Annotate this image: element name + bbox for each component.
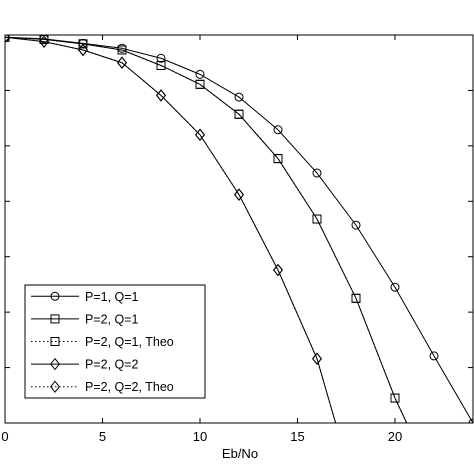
series-line [5,36,337,423]
legend-label: P=2, Q=1 [85,312,139,326]
data-point [234,92,244,102]
legend: P=1, Q=1 P=2, Q=1 P=2, Q=1, Theo P=2, Q=2 P=… [24,284,206,399]
data-point [78,39,88,49]
legend-marker [50,314,60,324]
x-tick-label: 10 [193,429,207,444]
data-point [312,168,322,178]
legend-marker [50,337,60,346]
data-point [273,125,283,135]
data-point [273,263,283,277]
plot-frame [4,34,474,424]
data-point [39,35,49,48]
data-point [351,293,361,303]
data-point [156,60,166,70]
data-point [234,188,244,201]
x-axis-title: Eb/No [222,446,258,461]
data-point [117,56,127,69]
legend-label: P=2, Q=1, Theo [85,335,174,349]
data-point [429,351,439,361]
data-point [312,352,322,365]
x-tick-label: 20 [388,429,402,444]
data-point [156,89,166,102]
data-point [195,79,205,89]
data-point [195,69,205,79]
legend-marker [50,291,60,301]
data-point [234,109,244,119]
x-tick-label: 0 [1,429,8,444]
legend-marker [50,357,60,371]
series-layer [5,35,473,423]
legend-label: P=2, Q=2, Theo [85,380,174,394]
data-point [312,214,322,224]
legend-marker [50,380,60,393]
data-point [78,43,88,57]
data-point [39,35,49,44]
data-point [390,393,400,403]
x-tick-label: 5 [99,429,106,444]
series [5,35,337,423]
data-point [390,282,400,292]
data-point [351,220,361,230]
series-line [5,36,408,423]
data-point [195,128,205,141]
data-point [117,45,127,55]
data-point [5,35,10,44]
series-line [5,36,473,423]
axis-ticks: 0 5 10 15 20 [1,34,473,444]
data-point [156,53,166,63]
legend-label: P=1, Q=1 [85,290,139,304]
x-tick-label: 15 [290,429,304,444]
data-point [273,154,283,164]
legend-label: P=2, Q=2 [85,358,139,372]
series [5,35,473,423]
